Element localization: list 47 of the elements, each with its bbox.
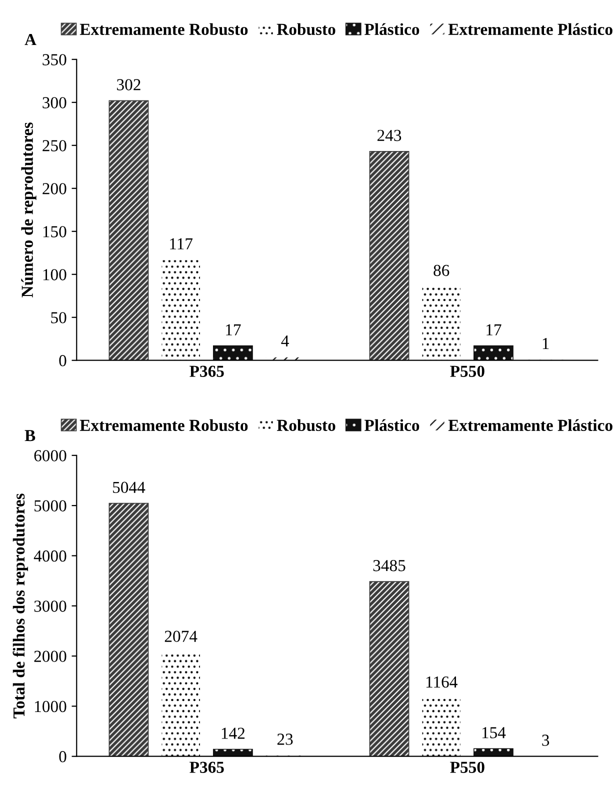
y-tick-label: 4000 xyxy=(34,550,66,562)
y-tick-label: 50 xyxy=(51,312,66,324)
data-label: 4 xyxy=(281,335,289,346)
legend-label: Robusto xyxy=(276,419,336,432)
y-tick-label: 100 xyxy=(43,269,66,280)
data-label: 5044 xyxy=(113,482,146,494)
y-tick-label: 6000 xyxy=(34,450,66,462)
y-axis-title: Total de filhos dos reprodutores xyxy=(12,494,28,718)
y-tick-label: 200 xyxy=(42,183,66,194)
data-label: 2074 xyxy=(164,630,198,642)
y-axis-title: Número de reprodutores xyxy=(21,122,36,298)
data-label: 243 xyxy=(377,130,402,142)
y-tick-label: 0 xyxy=(59,355,66,366)
legend-label: Extremamente Robusto xyxy=(80,23,248,36)
y-tick-label: 1000 xyxy=(35,700,66,712)
legend-label: Plástico xyxy=(364,419,420,431)
data-label: 1164 xyxy=(426,676,458,688)
x-tick-label: P365 xyxy=(190,762,224,773)
data-label: 17 xyxy=(486,324,502,336)
legend-label: Extremamente Plástico xyxy=(448,23,612,35)
data-label: 17 xyxy=(226,324,241,336)
y-tick-label: 2000 xyxy=(34,650,66,662)
data-label: 86 xyxy=(434,264,450,276)
y-tick-label: 0 xyxy=(59,751,66,762)
chart-title: B xyxy=(24,430,36,442)
legend-label: Extremamente Plástico xyxy=(448,419,612,431)
data-label: 3485 xyxy=(373,560,406,572)
y-tick-label: 250 xyxy=(42,140,66,152)
data-label: 1 xyxy=(542,338,549,350)
y-tick-label: 300 xyxy=(42,97,66,108)
legend-label: Plástico xyxy=(364,23,420,35)
y-tick-label: 350 xyxy=(42,54,66,66)
y-tick-label: 150 xyxy=(43,226,66,238)
x-tick-label: P550 xyxy=(450,366,484,377)
chart-title: A xyxy=(24,34,36,46)
y-tick-label: 5000 xyxy=(34,500,66,512)
data-label: 23 xyxy=(277,734,293,745)
y-tick-label: 3000 xyxy=(34,600,66,612)
x-tick-label: P365 xyxy=(190,366,224,377)
legend-label: Robusto xyxy=(276,23,336,36)
data-label: 142 xyxy=(222,728,245,739)
x-tick-label: P550 xyxy=(450,762,484,773)
data-label: 302 xyxy=(117,79,140,90)
data-label: 3 xyxy=(542,734,550,746)
legend-label: Extremamente Robusto xyxy=(80,419,248,432)
data-label: 117 xyxy=(170,238,193,250)
data-label: 154 xyxy=(482,727,506,738)
